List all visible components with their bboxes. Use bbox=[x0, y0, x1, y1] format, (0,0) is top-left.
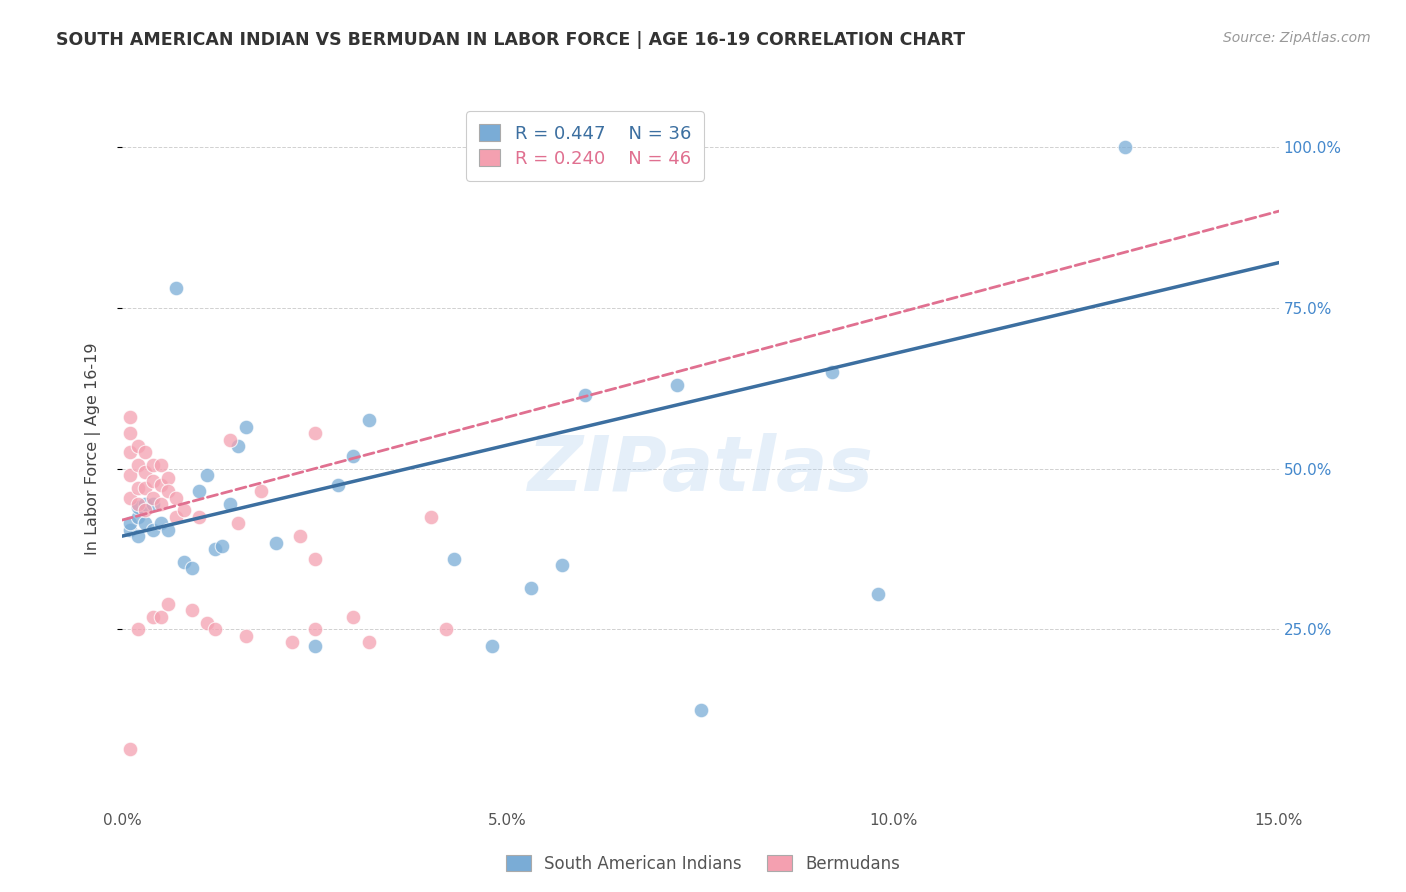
Point bbox=[118, 491, 141, 505]
Point bbox=[157, 597, 180, 611]
Point bbox=[342, 609, 364, 624]
Point bbox=[419, 509, 441, 524]
Point bbox=[281, 635, 304, 649]
Point bbox=[134, 445, 156, 459]
Point bbox=[357, 635, 380, 649]
Point bbox=[118, 445, 141, 459]
Point bbox=[551, 558, 574, 573]
Point bbox=[235, 629, 257, 643]
Point bbox=[304, 426, 326, 441]
Point bbox=[204, 623, 226, 637]
Point bbox=[134, 481, 156, 495]
Point bbox=[520, 581, 543, 595]
Legend: South American Indians, Bermudans: South American Indians, Bermudans bbox=[499, 848, 907, 880]
Point bbox=[127, 500, 149, 515]
Y-axis label: In Labor Force | Age 16-19: In Labor Force | Age 16-19 bbox=[86, 343, 101, 556]
Point bbox=[666, 377, 689, 392]
Point bbox=[118, 741, 141, 756]
Point bbox=[180, 561, 202, 575]
Point bbox=[304, 623, 326, 637]
Point bbox=[142, 497, 165, 511]
Point bbox=[204, 541, 226, 556]
Point bbox=[434, 623, 457, 637]
Point bbox=[226, 516, 249, 531]
Point bbox=[820, 365, 842, 379]
Point bbox=[127, 623, 149, 637]
Point bbox=[481, 639, 503, 653]
Point bbox=[195, 468, 218, 483]
Point bbox=[149, 477, 172, 491]
Point bbox=[142, 458, 165, 473]
Point bbox=[235, 419, 257, 434]
Point bbox=[127, 481, 149, 495]
Point bbox=[118, 410, 141, 425]
Point bbox=[689, 703, 711, 717]
Point bbox=[149, 497, 172, 511]
Point bbox=[266, 535, 288, 549]
Point bbox=[118, 426, 141, 441]
Point bbox=[118, 468, 141, 483]
Point bbox=[142, 523, 165, 537]
Point bbox=[142, 491, 165, 505]
Text: ZIPatlas: ZIPatlas bbox=[527, 434, 873, 508]
Point bbox=[211, 539, 233, 553]
Point bbox=[866, 587, 889, 601]
Point bbox=[165, 491, 187, 505]
Point bbox=[142, 609, 165, 624]
Point bbox=[134, 497, 156, 511]
Point bbox=[342, 449, 364, 463]
Point bbox=[165, 281, 187, 295]
Point bbox=[226, 439, 249, 453]
Point bbox=[127, 458, 149, 473]
Point bbox=[134, 516, 156, 531]
Point bbox=[173, 503, 195, 517]
Point bbox=[157, 484, 180, 499]
Text: SOUTH AMERICAN INDIAN VS BERMUDAN IN LABOR FORCE | AGE 16-19 CORRELATION CHART: SOUTH AMERICAN INDIAN VS BERMUDAN IN LAB… bbox=[56, 31, 966, 49]
Point bbox=[180, 603, 202, 617]
Point bbox=[195, 615, 218, 630]
Point bbox=[219, 497, 242, 511]
Point bbox=[118, 523, 141, 537]
Point bbox=[127, 439, 149, 453]
Point bbox=[149, 609, 172, 624]
Point bbox=[118, 516, 141, 531]
Point bbox=[304, 551, 326, 566]
Legend: R = 0.447    N = 36, R = 0.240    N = 46: R = 0.447 N = 36, R = 0.240 N = 46 bbox=[465, 112, 704, 180]
Point bbox=[127, 497, 149, 511]
Point bbox=[142, 475, 165, 489]
Point bbox=[157, 471, 180, 485]
Point bbox=[288, 529, 311, 543]
Point bbox=[134, 503, 156, 517]
Point bbox=[443, 551, 465, 566]
Point bbox=[127, 509, 149, 524]
Point bbox=[1114, 140, 1136, 154]
Point bbox=[219, 433, 242, 447]
Point bbox=[149, 458, 172, 473]
Point bbox=[173, 555, 195, 569]
Point bbox=[149, 516, 172, 531]
Text: Source: ZipAtlas.com: Source: ZipAtlas.com bbox=[1223, 31, 1371, 45]
Point bbox=[188, 509, 211, 524]
Point bbox=[127, 529, 149, 543]
Point bbox=[157, 523, 180, 537]
Point bbox=[574, 387, 596, 401]
Point bbox=[326, 477, 349, 491]
Point bbox=[134, 465, 156, 479]
Point bbox=[165, 509, 187, 524]
Point bbox=[304, 639, 326, 653]
Point bbox=[357, 413, 380, 427]
Point bbox=[188, 484, 211, 499]
Point bbox=[250, 484, 273, 499]
